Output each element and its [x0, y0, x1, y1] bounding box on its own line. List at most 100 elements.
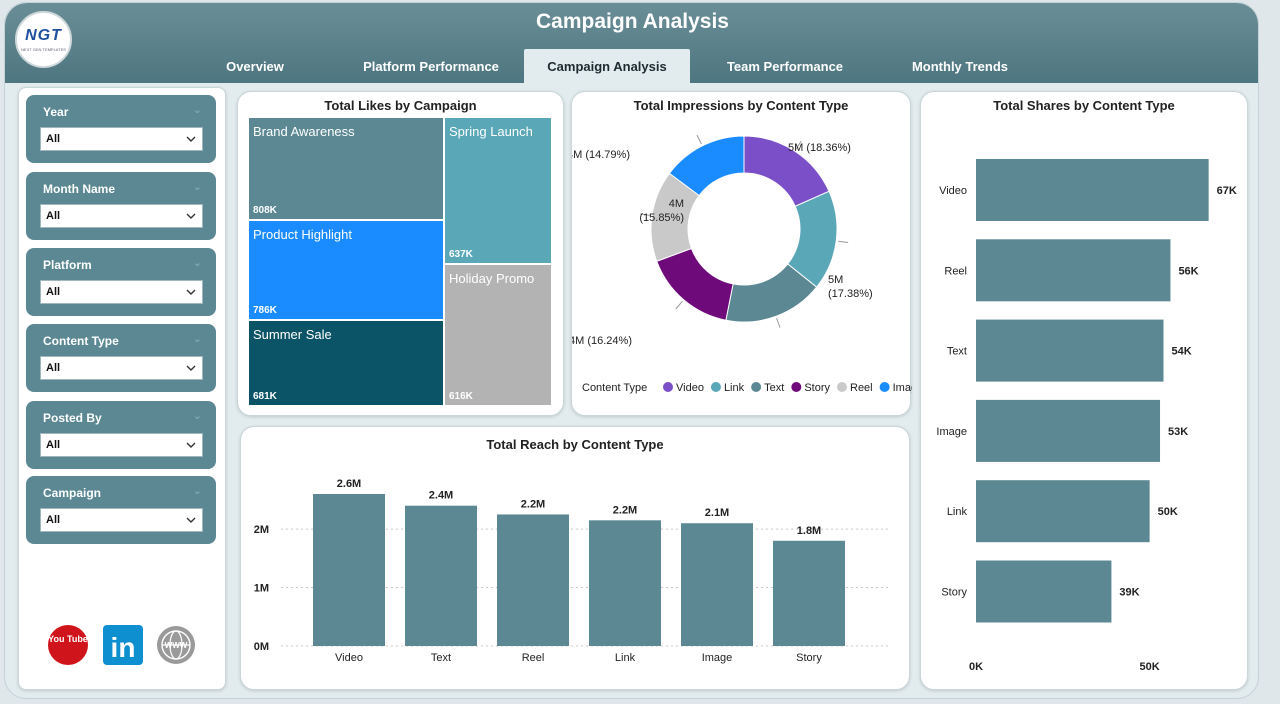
eraser-icon[interactable]: ⌄ [192, 333, 202, 345]
shares-category-label: Video [939, 185, 967, 197]
shares-data-label: 53K [1168, 426, 1188, 438]
dropdown-value: All [46, 286, 61, 298]
shares-bar[interactable] [976, 480, 1150, 543]
reach-y-tick: 1M [254, 583, 269, 595]
tab-platform-performance[interactable]: Platform Performance [363, 59, 499, 74]
shares-category-label: Text [947, 346, 967, 358]
chevron-down-icon [186, 517, 196, 523]
shares-bar[interactable] [976, 560, 1112, 623]
legend-item-video[interactable]: Video [676, 382, 704, 394]
reach-category-label: Image [702, 652, 733, 664]
reach-bar[interactable] [589, 520, 661, 646]
eraser-icon[interactable]: ⌄ [192, 181, 202, 193]
tab-campaign-analysis[interactable]: Campaign Analysis [524, 49, 690, 83]
leader-line [640, 213, 651, 216]
impressions-donut-chart: 5M (18.36%)5M(17.38%)5M (17.38%)4M (16.2… [572, 134, 912, 394]
legend-item-reel[interactable]: Reel [850, 382, 873, 394]
reach-category-label: Text [431, 652, 451, 664]
treemap-cell-value: 808K [253, 205, 277, 216]
eraser-icon[interactable]: ⌄ [192, 410, 202, 422]
treemap-cell[interactable]: Product Highlight 786K [248, 220, 444, 320]
treemap-cell[interactable]: Spring Launch 637K [444, 117, 552, 264]
leader-line [675, 300, 683, 310]
legend-marker [879, 382, 890, 392]
impressions-chart-title: Total Impressions by Content Type [633, 98, 849, 113]
tab-overview[interactable]: Overview [226, 59, 284, 74]
website-icon-text: WWW [165, 641, 188, 650]
logo-subtext: NEXT GEN TEMPLATES [21, 47, 66, 52]
donut-slice-story[interactable] [656, 247, 734, 321]
month-name-dropdown[interactable]: All [40, 204, 203, 228]
legend-item-text[interactable]: Text [764, 382, 784, 394]
platform-dropdown[interactable]: All [40, 280, 203, 304]
legend-item-image[interactable]: Image [893, 382, 912, 394]
tab-team-performance[interactable]: Team Performance [726, 59, 844, 74]
reach-data-label: 1.8M [797, 525, 821, 537]
treemap-cell[interactable]: Holiday Promo 616K [444, 264, 552, 406]
eraser-icon[interactable]: ⌄ [192, 104, 202, 116]
linkedin-icon[interactable]: in [102, 624, 144, 666]
chevron-down-icon [186, 213, 196, 219]
reach-data-label: 2.4M [429, 490, 453, 502]
tab-monthly-trends[interactable]: Monthly Trends [911, 59, 1009, 74]
shares-bar-chart: Video 67K Reel 56K Text 54K Image 53K Link 50K Sto… [936, 159, 1237, 673]
website-globe-icon[interactable]: WWW [155, 624, 197, 666]
reach-bar[interactable] [313, 494, 385, 646]
legend-item-story[interactable]: Story [804, 382, 830, 394]
donut-data-label: 5M (18.36%) [788, 142, 851, 154]
shares-by-content-type-card: Total Shares by Content Type Video 67K Ree… [920, 91, 1248, 690]
treemap-cell[interactable]: Summer Sale 681K [248, 320, 444, 406]
slicer-year: Year ⌄ All [26, 95, 216, 163]
slicer-platform: Platform ⌄ All [26, 248, 216, 316]
eraser-icon[interactable]: ⌄ [192, 485, 202, 497]
treemap-cell-value: 786K [253, 305, 277, 316]
content-type-dropdown[interactable]: All [40, 356, 203, 380]
reach-data-label: 2.1M [705, 507, 729, 519]
slicer-label: Platform [43, 258, 92, 272]
chevron-down-icon [186, 442, 196, 448]
shares-data-label: 67K [1217, 185, 1237, 197]
campaign-dropdown[interactable]: All [40, 508, 203, 532]
legend-marker [837, 382, 847, 392]
slicer-label: Content Type [43, 334, 119, 348]
youtube-icon-text-top: You Tube [48, 634, 88, 644]
leader-line [776, 318, 781, 328]
impressions-by-content-type-card: Total Impressions by Content Type 5M (18… [571, 91, 912, 416]
legend-item-link[interactable]: Link [724, 382, 745, 394]
treemap-cell-label: Product Highlight [253, 227, 352, 242]
shares-bar[interactable] [976, 319, 1164, 382]
shares-data-label: 54K [1172, 346, 1192, 358]
youtube-icon[interactable]: You Tube [47, 624, 89, 666]
shares-bar[interactable] [976, 239, 1171, 302]
dashboard-frame: Campaign Analysis NGT NEXT GEN TEMPLATES… [4, 2, 1259, 699]
slicer-label: Posted By [43, 411, 102, 425]
reach-bar[interactable] [497, 514, 569, 646]
reach-by-content-type-card: Total Reach by Content Type 0M 1M 2M 2.6M Vi… [240, 426, 910, 690]
shares-x-tick: 50K [1140, 661, 1160, 673]
treemap-cell-value: 681K [253, 391, 277, 402]
leader-line [696, 134, 702, 145]
legend-marker [663, 382, 673, 392]
treemap-cell[interactable]: Brand Awareness 808K [248, 117, 444, 220]
donut-data-label: 4M (14.79%) [572, 149, 630, 161]
year-dropdown[interactable]: All [40, 127, 203, 151]
treemap-cell-label: Spring Launch [449, 124, 533, 139]
shares-bar[interactable] [976, 159, 1209, 221]
reach-bar[interactable] [773, 540, 845, 646]
slicer-label: Year [43, 105, 69, 119]
shares-bar[interactable] [976, 399, 1161, 462]
treemap-cell-label: Holiday Promo [449, 271, 535, 286]
slicer-content-type: Content Type ⌄ All [26, 324, 216, 392]
donut-slice-image[interactable] [668, 135, 745, 197]
likes-by-campaign-card: Total Likes by Campaign Brand Awareness 8… [237, 91, 564, 416]
posted-by-dropdown[interactable]: All [40, 433, 203, 457]
legend-marker [751, 382, 762, 392]
treemap-cell-value: 616K [449, 391, 473, 402]
dropdown-value: All [46, 133, 61, 145]
donut-data-label: 4M (15.85%) [639, 198, 684, 224]
reach-bar[interactable] [405, 505, 477, 646]
shares-data-label: 56K [1178, 265, 1198, 277]
shares-category-label: Image [936, 426, 967, 438]
reach-bar[interactable] [681, 523, 753, 646]
eraser-icon[interactable]: ⌄ [192, 257, 202, 269]
